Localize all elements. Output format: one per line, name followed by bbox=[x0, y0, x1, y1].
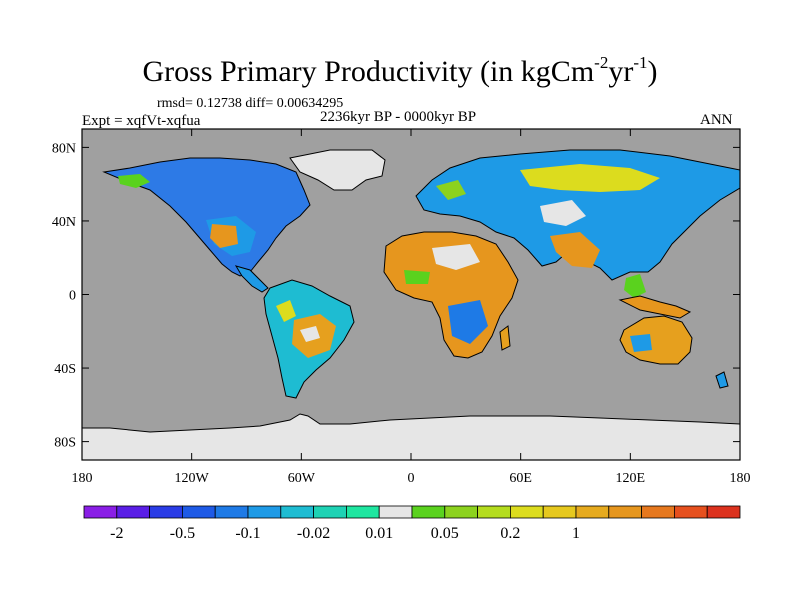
colorbar-label: 0.01 bbox=[365, 525, 393, 542]
period-label: 2236kyr BP - 0000kyr BP bbox=[320, 109, 477, 125]
colorbar-box bbox=[313, 505, 347, 519]
colorbar: -2 -0.5 -0.1 -0.02 0.01 0.05 0.2 1 bbox=[83, 505, 741, 542]
southeast-asia-islands bbox=[618, 295, 692, 319]
north-america-green-patch bbox=[118, 174, 150, 188]
asia-yellow-band bbox=[520, 164, 660, 192]
colorbar-box bbox=[378, 505, 413, 519]
lon-tick-label: 60E bbox=[509, 471, 532, 486]
colorbar-box bbox=[280, 505, 314, 519]
colorbar-box bbox=[608, 505, 642, 519]
colorbar-box bbox=[345, 505, 380, 519]
lon-tick-label: 0 bbox=[408, 471, 415, 486]
colorbar-label: -0.02 bbox=[297, 525, 330, 542]
stats-text: rmsd= 0.12738 diff= 0.00634295 bbox=[157, 96, 344, 111]
lon-tick-label: 60W bbox=[288, 471, 316, 486]
map-plot-area bbox=[82, 129, 740, 460]
colorbar-box bbox=[542, 505, 577, 519]
season-label: ANN bbox=[700, 112, 733, 128]
lat-tick-label: 40S bbox=[54, 362, 76, 377]
colorbar-box bbox=[444, 505, 478, 519]
lon-tick-label: 120E bbox=[616, 471, 646, 486]
africa-blue-patch bbox=[448, 300, 488, 344]
lat-tick-label: 40N bbox=[52, 215, 76, 230]
asia-white-patch bbox=[540, 200, 586, 226]
colorbar-label: 0.2 bbox=[500, 525, 520, 542]
south-america-yellow-patch bbox=[276, 300, 296, 322]
colorbar-label: -0.1 bbox=[235, 525, 260, 542]
madagascar-landmass bbox=[499, 325, 511, 351]
lon-tick-label: 120W bbox=[175, 471, 210, 486]
longitude-axis: 180 120W 60W 0 60E 120E 180 bbox=[72, 129, 751, 486]
north-america-orange-patch bbox=[210, 224, 238, 248]
colorbar-label: -2 bbox=[110, 525, 123, 542]
colorbar-box bbox=[214, 505, 249, 519]
north-america-landmass bbox=[102, 157, 311, 277]
colorbar-box bbox=[411, 505, 446, 519]
colorbar-box bbox=[181, 505, 216, 519]
africa-green-band bbox=[404, 270, 430, 284]
colorbar-label: 1 bbox=[572, 525, 580, 542]
lat-tick-label: 0 bbox=[69, 289, 76, 304]
lon-tick-label: 180 bbox=[730, 471, 751, 486]
colorbar-box bbox=[83, 505, 118, 519]
colorbar-box bbox=[674, 505, 708, 519]
colorbar-box bbox=[706, 505, 741, 519]
australia-landmass bbox=[619, 315, 693, 365]
asia-green-patch bbox=[624, 274, 646, 298]
colorbar-box bbox=[149, 505, 183, 519]
colorbar-box bbox=[509, 505, 544, 519]
sahara-white-patch bbox=[432, 244, 480, 270]
lat-tick-label: 80N bbox=[52, 141, 76, 156]
latitude-axis: 80N 40N 0 40S 80S bbox=[52, 141, 740, 451]
colorbar-box bbox=[247, 505, 282, 519]
colorbar-box bbox=[575, 505, 610, 519]
colorbar-label: 0.05 bbox=[431, 525, 459, 542]
map-title: Gross Primary Productivity (in kgCm-2yr-… bbox=[142, 53, 658, 88]
australia-blue-patch bbox=[630, 334, 652, 352]
central-america-landmass bbox=[234, 265, 269, 293]
europe-green-patch bbox=[436, 180, 466, 200]
lon-tick-label: 180 bbox=[72, 471, 93, 486]
colorbar-box bbox=[116, 505, 151, 519]
experiment-label: Expt = xqfVt-xqfua bbox=[82, 113, 201, 129]
colorbar-label: -0.5 bbox=[170, 525, 195, 542]
colorbar-box bbox=[641, 505, 675, 519]
greenland-landmass bbox=[289, 149, 386, 191]
new-zealand-landmass bbox=[715, 371, 729, 389]
lat-tick-label: 80S bbox=[54, 436, 76, 451]
antarctica-landmass bbox=[82, 413, 740, 460]
south-america-white-patch bbox=[300, 326, 320, 342]
asia-orange-patch bbox=[550, 232, 600, 268]
colorbar-box bbox=[477, 505, 511, 519]
